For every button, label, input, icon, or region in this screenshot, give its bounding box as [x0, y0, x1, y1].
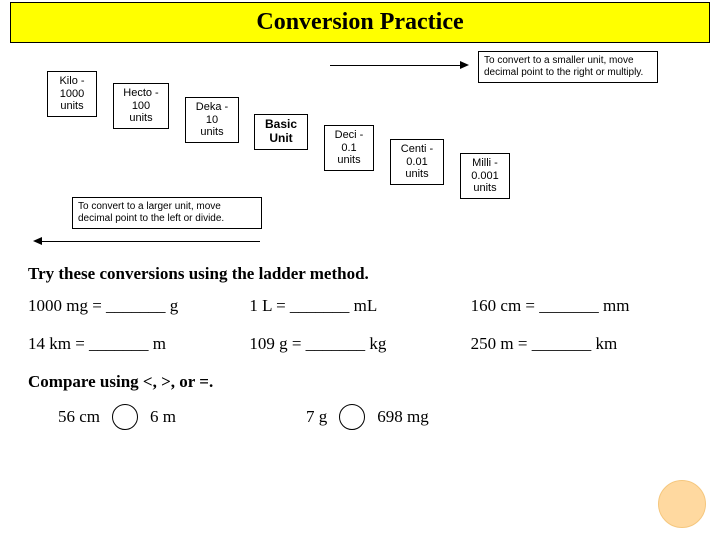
unit-basic: Basic Unit: [254, 114, 308, 150]
compare-q2-circle[interactable]: [339, 404, 365, 430]
q-1000mg: 1000 mg = _______ g: [28, 296, 249, 316]
unit-basic-l1: Basic: [265, 117, 297, 131]
compare-heading: Compare using <, >, or =.: [28, 372, 692, 392]
q-160cm: 160 cm = _______ mm: [471, 296, 692, 316]
unit-kilo: Kilo - 1000 units: [47, 71, 97, 117]
compare-q1-circle[interactable]: [112, 404, 138, 430]
page-title: Conversion Practice: [10, 2, 710, 43]
compare-q1-left: 56 cm: [58, 407, 100, 427]
unit-deci-suffix: units: [337, 154, 360, 166]
unit-deka-name: Deka -: [196, 101, 228, 113]
q-14km: 14 km = _______ m: [28, 334, 249, 354]
hint-larger-unit: To convert to a larger unit, move decima…: [72, 197, 262, 229]
unit-centi-suffix: units: [405, 168, 428, 180]
unit-kilo-suffix: units: [60, 100, 83, 112]
unit-kilo-val: 1000: [60, 88, 84, 100]
compare-q1-right: 6 m: [150, 407, 176, 427]
unit-hecto-suffix: units: [129, 112, 152, 124]
unit-milli-val: 0.001: [471, 170, 499, 182]
unit-milli-name: Milli -: [472, 157, 498, 169]
conversions-heading: Try these conversions using the ladder m…: [28, 264, 692, 284]
compare-q2-left: 7 g: [306, 407, 327, 427]
arrow-right-head-icon: [460, 61, 469, 69]
unit-centi-val: 0.01: [406, 156, 427, 168]
arrow-left-head-icon: [33, 237, 42, 245]
decorative-circle-icon: [658, 480, 706, 528]
compare-q2-right: 698 mg: [377, 407, 428, 427]
metric-ladder-diagram: To convert to a smaller unit, move decim…: [10, 43, 710, 258]
unit-centi-name: Centi -: [401, 143, 433, 155]
unit-deka: Deka - 10 units: [185, 97, 239, 143]
conversion-row-2: 14 km = _______ m 109 g = _______ kg 250…: [28, 334, 692, 354]
worksheet-body: Try these conversions using the ladder m…: [0, 264, 720, 430]
unit-basic-l2: Unit: [269, 131, 292, 145]
q-250m: 250 m = _______ km: [471, 334, 692, 354]
hint-smaller-unit: To convert to a smaller unit, move decim…: [478, 51, 658, 83]
unit-milli: Milli - 0.001 units: [460, 153, 510, 199]
q-1L: 1 L = _______ mL: [249, 296, 470, 316]
unit-hecto-name: Hecto -: [123, 87, 158, 99]
arrow-right-line: [330, 65, 460, 66]
conversion-row-1: 1000 mg = _______ g 1 L = _______ mL 160…: [28, 296, 692, 316]
q-109g: 109 g = _______ kg: [249, 334, 470, 354]
compare-row: 56 cm 6 m 7 g 698 mg: [28, 404, 692, 430]
unit-hecto: Hecto - 100 units: [113, 83, 169, 129]
unit-deci-val: 0.1: [341, 142, 356, 154]
unit-deci-name: Deci -: [335, 129, 364, 141]
unit-deka-suffix: units: [200, 126, 223, 138]
unit-hecto-val: 100: [132, 100, 150, 112]
unit-deka-val: 10: [206, 114, 218, 126]
unit-milli-suffix: units: [473, 182, 496, 194]
arrow-left-line: [42, 241, 260, 242]
unit-centi: Centi - 0.01 units: [390, 139, 444, 185]
unit-deci: Deci - 0.1 units: [324, 125, 374, 171]
unit-kilo-name: Kilo -: [59, 75, 84, 87]
